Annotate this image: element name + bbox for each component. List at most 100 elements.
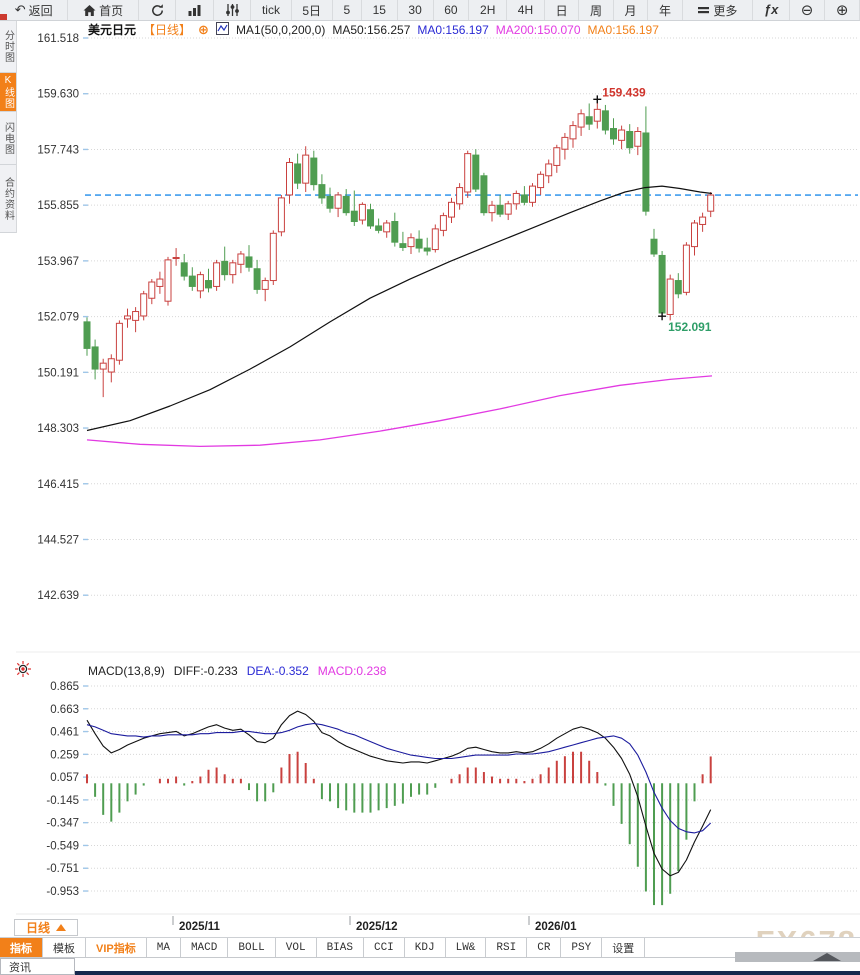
svg-text:-0.549: -0.549 <box>46 840 79 852</box>
toolbar-button-bar-chart[interactable] <box>176 0 214 20</box>
toolbar-button-label: 5 <box>343 3 351 17</box>
macd-diff-value: DIFF:-0.233 <box>173 664 238 678</box>
toolbar-button-60[interactable]: 60 <box>434 0 470 20</box>
toolbar-button-tick[interactable]: tick <box>251 0 292 20</box>
toolbar-button-label: 日 <box>555 3 568 18</box>
svg-text:142.639: 142.639 <box>37 590 79 602</box>
svg-text:2025/11: 2025/11 <box>179 921 221 933</box>
svg-text:159.630: 159.630 <box>37 89 79 101</box>
toolbar-button-更多[interactable]: 更多 <box>683 0 754 20</box>
period-selector-button[interactable]: 日线 <box>14 919 78 936</box>
period-selector-label: 日线 <box>25 921 50 935</box>
svg-text:152.079: 152.079 <box>37 312 79 324</box>
add-indicator-icon[interactable]: ⊕ <box>198 21 209 37</box>
svg-text:153.967: 153.967 <box>37 256 79 268</box>
back-arrow-icon: ↶ <box>14 2 26 17</box>
svg-text:150.191: 150.191 <box>37 367 79 379</box>
tab-news-label: 资讯 <box>9 961 31 974</box>
svg-text:155.855: 155.855 <box>37 200 79 212</box>
toolbar-button-refresh[interactable] <box>139 0 177 20</box>
toolbar-button-zoom-out[interactable]: ⊖ <box>790 0 826 20</box>
toolbar-button-label: 4H <box>517 3 534 17</box>
indicator-tab-PSY[interactable]: PSY <box>561 938 603 957</box>
toolbar-button-sliders[interactable] <box>214 0 252 20</box>
toolbar-button-label: 年 <box>658 3 671 18</box>
toolbar-button-5日[interactable]: 5日 <box>292 0 333 20</box>
svg-text:-0.953: -0.953 <box>46 886 79 898</box>
indicator-tab-设置[interactable]: 设置 <box>602 938 646 957</box>
indicator-tab-CCI[interactable]: CCI <box>364 938 405 957</box>
svg-text:159.439: 159.439 <box>602 85 646 99</box>
toolbar-button-label: 返回 <box>28 3 53 18</box>
symbol-name: 美元日元 <box>88 23 137 37</box>
toolbar-button-4H[interactable]: 4H <box>507 0 545 20</box>
indicator-tab-VIP指标[interactable]: VIP指标 <box>86 938 147 957</box>
toolbar-button-30[interactable]: 30 <box>398 0 434 20</box>
svg-text:161.518: 161.518 <box>37 33 79 45</box>
ma50-value: MA50:156.257 <box>332 22 411 37</box>
svg-text:0.057: 0.057 <box>50 772 79 784</box>
ma0-value-blue: MA0:156.197 <box>417 22 489 37</box>
indicator-tab-BOLL[interactable]: BOLL <box>228 938 276 957</box>
menu-icon <box>697 4 710 16</box>
bottom-edge-bar <box>0 971 860 975</box>
toolbar-button-label: 15 <box>372 3 386 17</box>
svg-text:2026/01: 2026/01 <box>535 921 577 933</box>
indicator-tab-VOL[interactable]: VOL <box>276 938 317 957</box>
svg-text:146.415: 146.415 <box>37 479 79 491</box>
toolbar-button-首页[interactable]: 首页 <box>68 0 139 20</box>
toolbar-button-年[interactable]: 年 <box>648 0 683 20</box>
top-toolbar: ↶ 返回 首页 tick 5日 5 15 30 60 2H 4H 日 周 月 年 更多 ƒx ⊖ ⊕ <box>0 0 860 21</box>
toolbar-button-周[interactable]: 周 <box>579 0 614 20</box>
toolbar-button-label: 周 <box>590 3 603 18</box>
toolbar-button-label: 首页 <box>99 3 124 18</box>
home-icon <box>83 4 96 17</box>
indicator-tab-LW&[interactable]: LW& <box>446 938 487 957</box>
indicator-tab-RSI[interactable]: RSI <box>486 938 528 957</box>
svg-text:0.461: 0.461 <box>50 727 79 739</box>
toolbar-button-返回[interactable]: ↶ 返回 <box>0 0 69 20</box>
scroll-up-icon[interactable] <box>813 953 841 961</box>
svg-text:2025/12: 2025/12 <box>356 921 398 933</box>
horizontal-scrollbar[interactable] <box>735 952 860 962</box>
sidebar-item-分时图[interactable]: 分时图 <box>0 20 16 73</box>
svg-text:157.743: 157.743 <box>37 144 79 156</box>
toolbar-button-2H[interactable]: 2H <box>469 0 508 20</box>
toolbar-button-label: 更多 <box>713 3 738 18</box>
zoom-in-icon: ⊕ <box>835 1 849 19</box>
toolbar-button-label: 60 <box>444 3 458 17</box>
svg-text:152.091: 152.091 <box>668 320 712 334</box>
indicator-settings-icon[interactable] <box>14 660 32 678</box>
svg-text:144.527: 144.527 <box>37 534 79 546</box>
indicator-tab-模板[interactable]: 模板 <box>43 938 86 957</box>
corner-marker <box>0 14 7 20</box>
bar-chart-icon <box>187 3 202 17</box>
indicator-tab-KDJ[interactable]: KDJ <box>405 938 446 957</box>
toolbar-button-月[interactable]: 月 <box>614 0 649 20</box>
toolbar-button-zoom-in[interactable]: ⊕ <box>825 0 860 20</box>
period-label: 【日线】 <box>143 23 192 37</box>
toolbar-button-15[interactable]: 15 <box>362 0 398 20</box>
sidebar-item-K线图[interactable]: K线图 <box>0 73 16 112</box>
macd-settings: MACD(13,8,9) <box>88 664 165 678</box>
indicator-tab-MACD[interactable]: MACD <box>181 938 229 957</box>
macd-macd-value: MACD:0.238 <box>317 664 387 678</box>
sidebar-item-闪电图[interactable]: 闪电图 <box>0 112 16 165</box>
sliders-icon <box>225 3 240 17</box>
indicator-tab-BIAS[interactable]: BIAS <box>317 938 364 957</box>
toolbar-button-fx[interactable]: ƒx <box>753 0 791 20</box>
toolbar-button-5[interactable]: 5 <box>333 0 362 20</box>
toolbar-button-label: 月 <box>624 3 637 18</box>
tab-news[interactable]: 资讯 <box>0 958 75 975</box>
indicator-tab-指标[interactable]: 指标 <box>0 938 43 957</box>
toolbar-button-日[interactable]: 日 <box>545 0 580 20</box>
zoom-out-icon: ⊖ <box>800 1 814 19</box>
sidebar-item-合约资料[interactable]: 合约资料 <box>0 165 16 233</box>
indicator-tab-MA[interactable]: MA <box>147 938 181 957</box>
chart-title-row: 美元日元 【日线】 ⊕ MA1(50,0,200,0) MA50:156.257… <box>88 21 659 38</box>
mini-chart-icon[interactable] <box>215 21 229 38</box>
svg-text:0.259: 0.259 <box>50 749 79 761</box>
indicator-tab-CR[interactable]: CR <box>527 938 562 957</box>
svg-text:0.865: 0.865 <box>50 681 79 693</box>
